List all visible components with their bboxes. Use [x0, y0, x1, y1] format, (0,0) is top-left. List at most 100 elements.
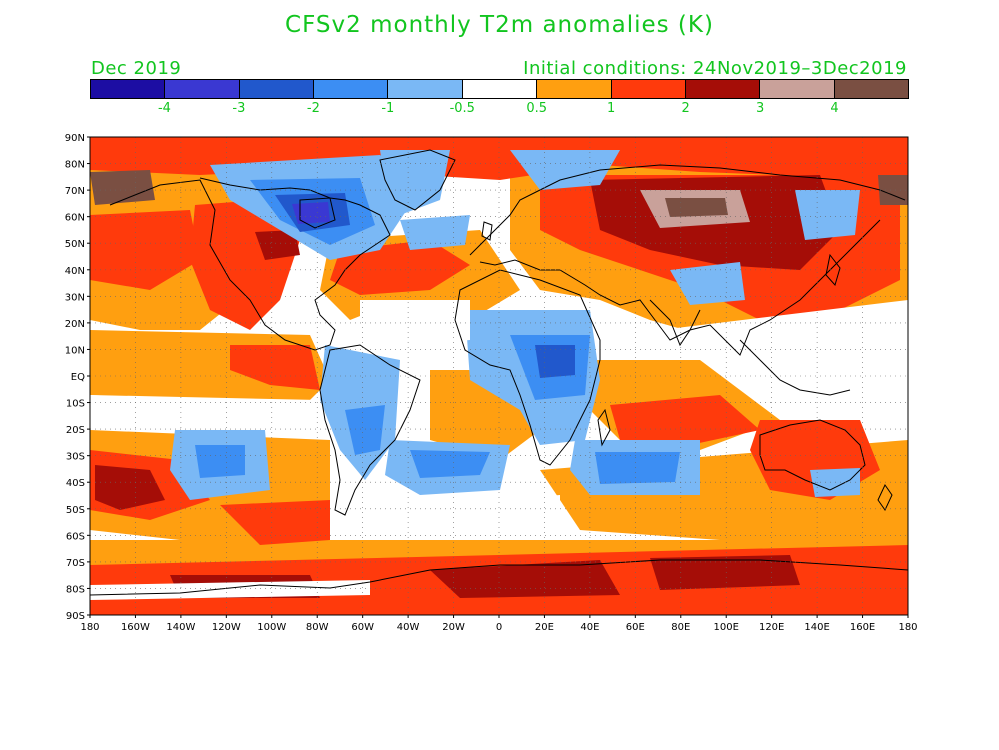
coastline-north-america [109, 177, 391, 351]
lon-tick-label: 180 [898, 622, 917, 633]
blue-field-north-atlantic [400, 215, 470, 250]
lon-tick-label: 40W [397, 622, 420, 633]
lat-tick-label: EQ [71, 372, 85, 383]
darkred-field-south-pacific [95, 465, 165, 510]
white-patch-atlantic [360, 300, 470, 345]
coastline-australia [759, 419, 866, 491]
coastline-new-zealand [877, 484, 893, 511]
lat-tick-label: 60S [66, 531, 85, 542]
lat-tick-label: 90N [65, 133, 85, 144]
blue-field-arctic-siberia [510, 150, 620, 190]
colorbar-swatch-1 [165, 80, 240, 98]
lat-tick-label: 70S [66, 558, 85, 569]
colorbar-label: 0.5 [526, 101, 548, 116]
lon-tick-label: 40E [580, 622, 599, 633]
colorbar-swatch-0 [91, 80, 166, 98]
brown-field-chukotka [878, 175, 908, 205]
blue-field-south-america-core [345, 405, 385, 455]
lat-tick-label: 50S [66, 505, 85, 516]
lon-tick-label: 160E [850, 622, 875, 633]
colorbar-label: 1 [607, 101, 616, 116]
initial-conditions: Initial conditions: 24Nov2019–3Dec2019 [523, 58, 907, 79]
blue-field-south-indian-core [595, 452, 680, 484]
lat-tick-label: 90S [66, 611, 85, 622]
colorbar-label: -3 [232, 101, 246, 116]
lat-tick-label: 50N [65, 239, 85, 250]
coastline-greenland [379, 149, 456, 211]
red-field-arctic [90, 137, 908, 180]
red-field-indian-ocean [610, 395, 760, 445]
blue-field-south-pacific-core [195, 445, 245, 478]
coastline-uk [481, 221, 493, 241]
lon-tick-label: 120E [759, 622, 784, 633]
colorbar-swatch-5 [462, 80, 538, 98]
lon-tick-label: 100W [257, 622, 286, 633]
indigo-field-hudson-bay [292, 202, 330, 224]
lon-tick-label: 20E [535, 622, 554, 633]
brown-field-siberia [665, 198, 728, 217]
lon-tick-label: 0 [496, 622, 502, 633]
lat-tick-label: 20S [66, 425, 85, 436]
colorbar-label: -0.5 [449, 101, 475, 116]
lat-tick-label: 10S [66, 399, 85, 410]
coastline-madagascar [597, 408, 611, 447]
lat-tick-label: 10N [65, 345, 85, 356]
lat-tick-label: 80S [66, 584, 85, 595]
colorbar-swatch-3 [314, 80, 389, 98]
lon-tick-label: 180 [80, 622, 99, 633]
longitude-axis: 180 160W 140W 120W 100W 80W 60W 40W 20W 0 20E 40E 60… [80, 615, 918, 633]
lon-tick-label: 60E [626, 622, 645, 633]
lat-tick-label: 20N [65, 319, 85, 330]
blue-field-greenland [380, 150, 450, 215]
darkred-field-canada [255, 230, 300, 260]
colorbar-swatch-9 [760, 80, 835, 98]
white-patch-southern-ocean [90, 580, 370, 600]
coastline-japan [825, 253, 841, 286]
lat-tick-label: 70N [65, 186, 85, 197]
coastline-africa [454, 269, 601, 466]
lat-tick-label: 80N [65, 160, 85, 171]
colorbar-label: 4 [830, 101, 839, 116]
red-field-north-atlantic-1 [330, 240, 470, 295]
colorbar-label: 3 [755, 101, 765, 116]
colorbar [90, 79, 909, 99]
lon-tick-label: 140W [166, 622, 195, 633]
colorbar-label: -4 [157, 101, 171, 116]
lat-tick-label: 40N [65, 266, 85, 277]
lon-tick-label: 20W [442, 622, 465, 633]
colorbar-swatch-7 [611, 80, 686, 98]
coastline-south-america [319, 344, 421, 516]
white-patch-tropical-pacific [90, 395, 330, 430]
coastline-india [649, 299, 701, 347]
colorbar-swatch-2 [239, 80, 315, 98]
lat-tick-label: 30S [66, 452, 85, 463]
red-field-northeast-pacific [90, 210, 200, 290]
colorbar-label: -1 [381, 101, 395, 116]
brown-field-alaska-west [90, 170, 155, 205]
colorbar-label: 2 [681, 101, 690, 116]
lon-tick-label: 80W [306, 622, 329, 633]
blue-field-east-asia [795, 190, 860, 240]
colorbar-swatch-10 [834, 80, 908, 98]
colorbar-swatch-4 [388, 80, 463, 98]
lon-tick-label: 60W [351, 622, 374, 633]
latitude-axis: 90N 80N 70N 60N 50N 40N 30N 20N 10N EQ 10S 20S 30S 40… [65, 133, 90, 622]
anomaly-field [90, 137, 908, 615]
colorbar-swatch-8 [685, 80, 761, 98]
forecast-month: Dec 2019 [91, 58, 182, 79]
colorbar-swatch-6 [537, 80, 612, 98]
red-field-south-pacific-2 [220, 500, 330, 545]
lat-tick-label: 60N [65, 213, 85, 224]
lon-tick-label: 100E [714, 622, 739, 633]
lat-tick-label: 40S [66, 478, 85, 489]
lon-tick-label: 160W [121, 622, 150, 633]
lon-tick-label: 120W [212, 622, 241, 633]
blue-field-south-atlantic-core [410, 450, 490, 478]
white-patch-south-atlantic [500, 495, 560, 530]
lon-tick-label: 80E [671, 622, 690, 633]
coastline-southeast-asia [739, 339, 851, 396]
chart-title: CFSv2 monthly T2m anomalies (K) [285, 12, 714, 38]
lat-tick-label: 30N [65, 292, 85, 303]
darkred-field-antarctica-east [650, 555, 800, 590]
